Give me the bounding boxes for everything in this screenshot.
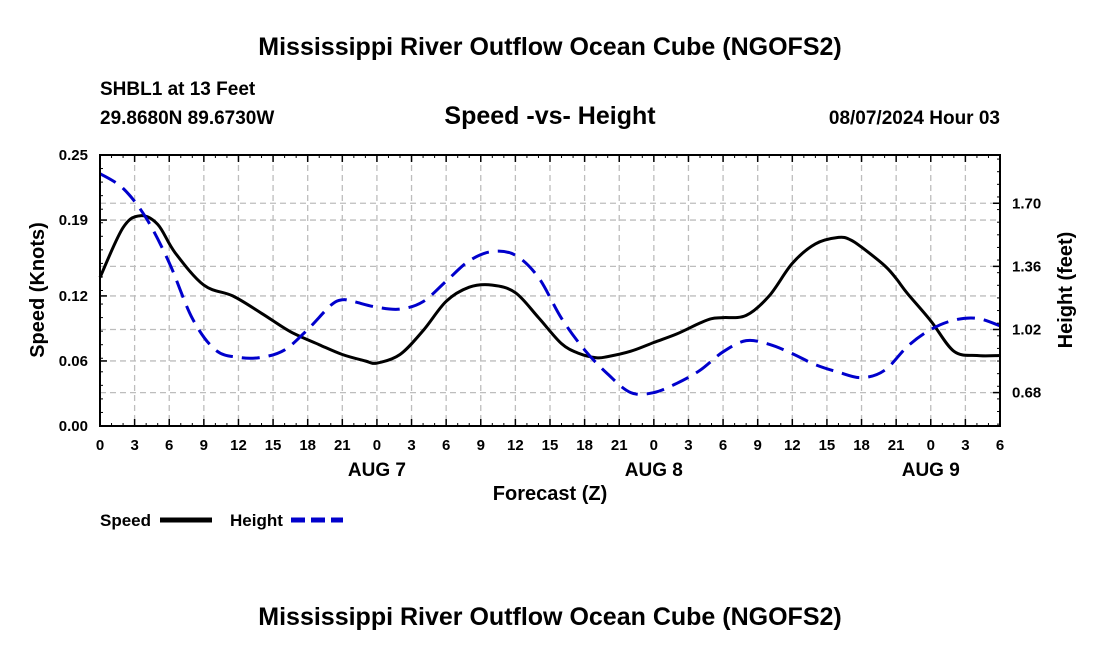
y-left-tick-label: 0.12 xyxy=(59,288,88,305)
series-line-height xyxy=(99,172,1001,396)
station-label: SHBL1 at 13 Feet xyxy=(100,79,256,100)
y-axis-label-right: Height (feet) xyxy=(1055,232,1077,349)
legend: Speed Height xyxy=(100,511,343,530)
y-left-tick-label: 0.19 xyxy=(59,212,88,229)
x-tick-label: 3 xyxy=(130,437,138,454)
legend-speed-label: Speed xyxy=(100,511,151,530)
x-tick-label: 0 xyxy=(927,437,935,454)
x-tick-label: 21 xyxy=(888,437,905,454)
date-label: AUG 7 xyxy=(348,460,406,481)
y-right-tick-label: 0.68 xyxy=(1012,385,1041,402)
x-tick-label: 6 xyxy=(719,437,727,454)
x-tick-label: 15 xyxy=(819,437,836,454)
legend-height-label: Height xyxy=(230,511,283,530)
y-left-tick-label: 0.00 xyxy=(59,418,88,435)
x-axis-label: Forecast (Z) xyxy=(493,483,607,505)
x-tick-label: 18 xyxy=(576,437,593,454)
x-tick-label: 12 xyxy=(230,437,247,454)
x-tick-label: 21 xyxy=(334,437,351,454)
x-tick-label: 3 xyxy=(961,437,969,454)
coordinates-label: 29.8680N 89.6730W xyxy=(100,108,274,129)
forecast-datetime: 08/07/2024 Hour 03 xyxy=(829,108,1000,129)
y-right-tick-label: 1.36 xyxy=(1012,258,1041,275)
tick-labels: 0 3 6 9 12 15 18 21 0 3 6 9 12 15 18 21 0 3 6 9 12 15 18 21 0 3 6 A… xyxy=(59,147,1041,481)
tick-marks xyxy=(99,154,1001,427)
x-tick-label: 3 xyxy=(407,437,415,454)
series-layer xyxy=(98,172,1001,396)
x-tick-label: 9 xyxy=(754,437,762,454)
y-axis-label-left: Speed (Knots) xyxy=(27,222,49,358)
y-left-tick-label: 0.25 xyxy=(59,147,88,164)
x-tick-label: 3 xyxy=(684,437,692,454)
x-tick-label: 18 xyxy=(853,437,870,454)
date-label: AUG 8 xyxy=(625,460,683,481)
grid xyxy=(100,155,1000,426)
footer-title: Mississippi River Outflow Ocean Cube (NG… xyxy=(258,603,841,631)
series-line-speed xyxy=(98,214,1001,365)
x-tick-label: 0 xyxy=(650,437,658,454)
x-tick-label: 12 xyxy=(507,437,524,454)
x-tick-label: 0 xyxy=(96,437,104,454)
date-label: AUG 9 xyxy=(902,460,960,481)
x-tick-label: 21 xyxy=(611,437,628,454)
x-tick-label: 6 xyxy=(165,437,173,454)
y-right-tick-label: 1.02 xyxy=(1012,321,1041,338)
y-left-tick-label: 0.06 xyxy=(59,353,88,370)
x-tick-label: 18 xyxy=(299,437,316,454)
x-tick-label: 15 xyxy=(265,437,282,454)
chart-title: Speed -vs- Height xyxy=(444,102,656,130)
page-title: Mississippi River Outflow Ocean Cube (NG… xyxy=(258,33,841,61)
x-tick-label: 15 xyxy=(542,437,559,454)
y-right-tick-label: 1.70 xyxy=(1012,195,1041,212)
x-tick-label: 6 xyxy=(442,437,450,454)
x-tick-label: 6 xyxy=(996,437,1004,454)
x-tick-label: 9 xyxy=(477,437,485,454)
x-tick-label: 9 xyxy=(200,437,208,454)
x-tick-label: 0 xyxy=(373,437,381,454)
x-tick-label: 12 xyxy=(784,437,801,454)
